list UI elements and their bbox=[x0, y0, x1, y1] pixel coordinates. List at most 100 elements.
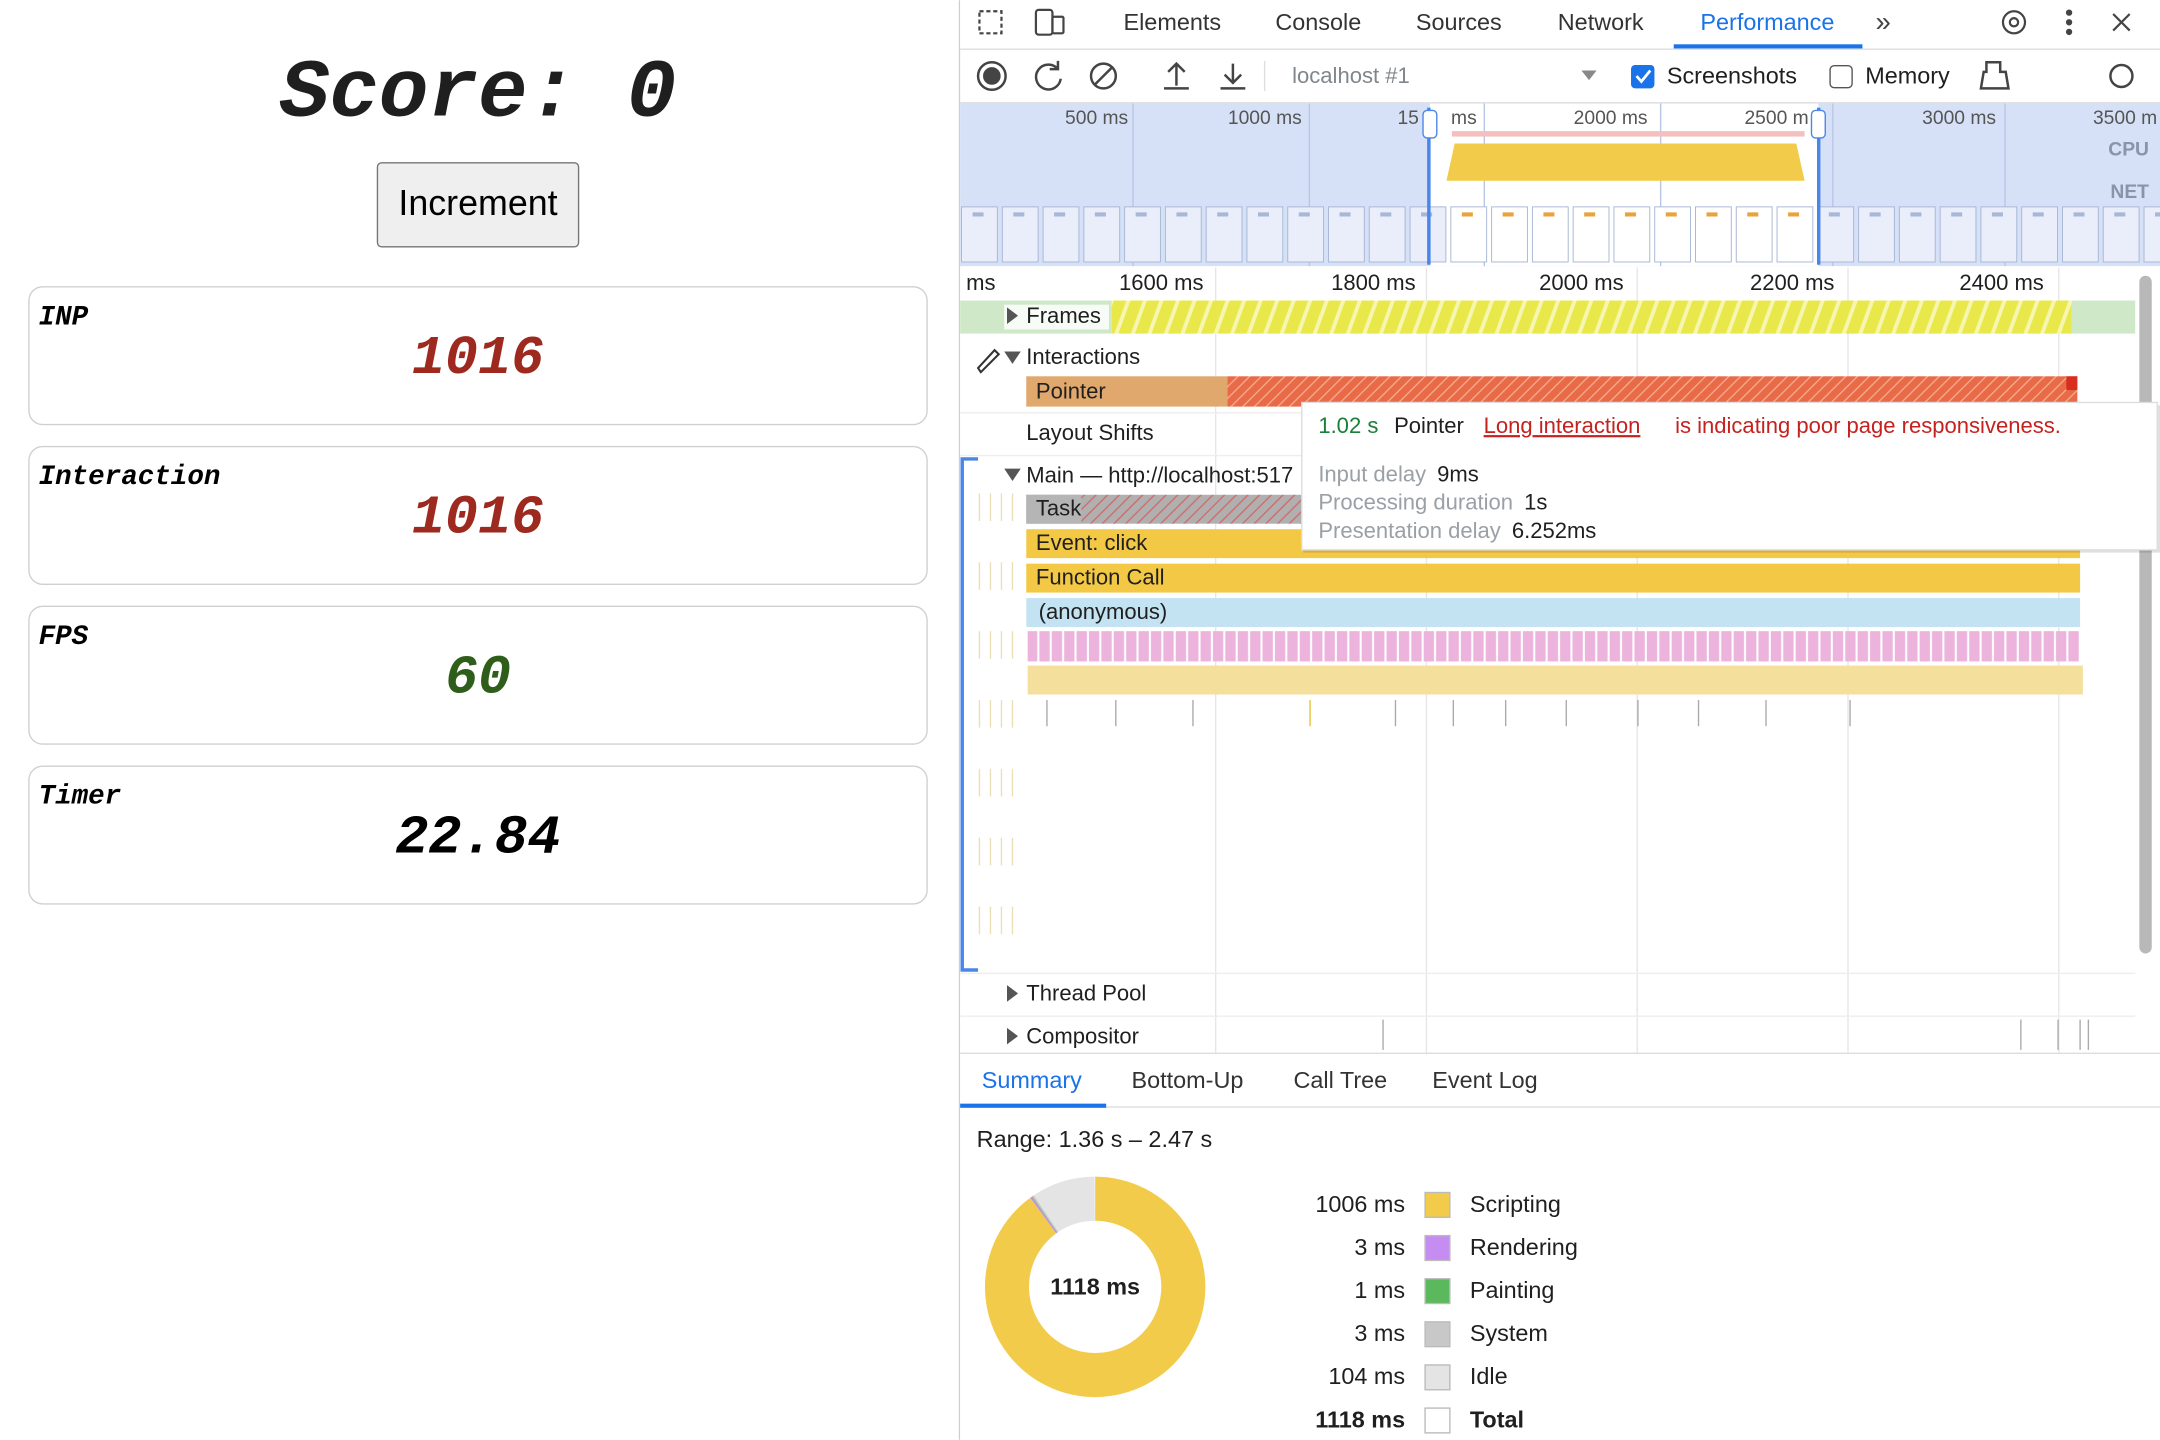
track-label: Interactions bbox=[1026, 344, 1140, 369]
checkmark[interactable] bbox=[1635, 69, 1652, 84]
tab[interactable]: Performance bbox=[1700, 9, 1834, 35]
ruler-tick: 2000 ms bbox=[1539, 270, 1624, 295]
screenshot-mark bbox=[1665, 212, 1677, 217]
expand-arrow[interactable] bbox=[1006, 307, 1019, 324]
flame-label: Function Call bbox=[1036, 565, 1165, 590]
collapse-arrow[interactable] bbox=[1004, 351, 1021, 364]
screenshot-mark bbox=[1094, 212, 1106, 217]
screenshot-mark bbox=[1421, 212, 1433, 217]
tooltip-row-label: Input delay bbox=[1318, 461, 1426, 486]
inspect-icon[interactable] bbox=[978, 10, 1003, 35]
screenshot-mark bbox=[1135, 212, 1147, 217]
gc-button[interactable] bbox=[1979, 60, 2010, 90]
task-bar-head[interactable] bbox=[1026, 494, 1082, 524]
clear-slash[interactable] bbox=[1094, 66, 1113, 86]
pointer-bar[interactable] bbox=[1026, 376, 1228, 407]
overview-tick: ms bbox=[1451, 108, 1477, 129]
score: Score: 0 bbox=[280, 47, 677, 141]
tooltip-row-value: 1s bbox=[1524, 490, 1547, 515]
tab[interactable]: Elements bbox=[1124, 9, 1222, 35]
screenshot-mark bbox=[2032, 212, 2044, 217]
tooltip-row-label: Presentation delay bbox=[1318, 518, 1501, 543]
button-box[interactable] bbox=[376, 162, 580, 248]
bottom-tab[interactable]: Bottom-Up bbox=[1132, 1067, 1244, 1093]
label-bg bbox=[1004, 304, 1109, 330]
menu-dot[interactable] bbox=[2065, 28, 2073, 36]
memory-checkbox[interactable] bbox=[1829, 64, 1853, 89]
screenshots-strip bbox=[961, 206, 2160, 263]
summary-label: System bbox=[1470, 1320, 1548, 1346]
bottom-tab[interactable]: Event Log bbox=[1432, 1067, 1537, 1093]
download-button[interactable] bbox=[1220, 63, 1246, 90]
ruler-tick: 2400 ms bbox=[1959, 270, 2043, 295]
target-select[interactable]: localhost #1 bbox=[1292, 63, 1410, 88]
handle-grip[interactable] bbox=[1810, 109, 1826, 139]
handle-grip[interactable] bbox=[1422, 109, 1438, 139]
tooltip-box bbox=[1301, 401, 2158, 551]
tab[interactable]: Console bbox=[1275, 9, 1361, 35]
selection-bracket bbox=[960, 457, 979, 972]
tooltip-link[interactable]: Long interaction bbox=[1484, 413, 1641, 438]
screenshot-mark bbox=[2155, 212, 2160, 217]
flame-label: Event: click bbox=[1036, 530, 1148, 555]
card-label: Timer bbox=[39, 782, 122, 813]
tooltip-row-label: Processing duration bbox=[1318, 490, 1513, 515]
memory-label[interactable]: Memory bbox=[1865, 63, 1950, 89]
clear-button[interactable] bbox=[1089, 62, 1118, 90]
anonymous-bar[interactable] bbox=[1026, 598, 2081, 628]
tab[interactable]: Network bbox=[1558, 9, 1644, 35]
toolbar-icons[interactable]: » bbox=[978, 6, 2131, 37]
summary-legend: 1006 ms Scripting 3 ms Rendering 1 ms Paintin… bbox=[1315, 1191, 1578, 1434]
screenshot-mark bbox=[972, 212, 984, 217]
card-label: INP bbox=[39, 302, 89, 333]
screenshots-label[interactable]: Screenshots bbox=[1667, 63, 1797, 89]
screenshot-mark bbox=[1298, 212, 1310, 217]
overview-tick: 3000 ms bbox=[1922, 108, 1996, 129]
record-dot[interactable] bbox=[983, 67, 1001, 85]
summary-swatch bbox=[1424, 1407, 1451, 1434]
selection-handle[interactable] bbox=[1427, 107, 1431, 265]
bottom-tab[interactable]: Summary bbox=[982, 1067, 1082, 1093]
device-icon-small[interactable] bbox=[1051, 15, 1065, 35]
screenshot-mark bbox=[2073, 212, 2085, 217]
capture-settings[interactable] bbox=[2109, 63, 2134, 89]
card bbox=[28, 605, 928, 745]
increment-button[interactable]: Increment bbox=[376, 162, 580, 248]
pointer-label: Pointer bbox=[1036, 379, 1106, 404]
edit-icon[interactable] bbox=[976, 348, 1001, 374]
scrollbar[interactable] bbox=[2139, 275, 2152, 954]
expand-arrow[interactable] bbox=[1006, 1027, 1019, 1045]
summary-value: 1006 ms bbox=[1315, 1191, 1405, 1217]
perf-buttons[interactable] bbox=[976, 60, 2134, 92]
button-label[interactable]: Increment bbox=[398, 183, 557, 223]
donut-slice bbox=[1032, 1195, 1059, 1233]
menu-dot[interactable] bbox=[2065, 19, 2073, 26]
close-icon[interactable] bbox=[2112, 13, 2131, 32]
menu-dot[interactable] bbox=[2065, 9, 2073, 16]
tooltip: 1.02 s Pointer Long interaction is indic… bbox=[1301, 401, 2160, 553]
bottom-tab[interactable]: Call Tree bbox=[1294, 1067, 1388, 1093]
record-button[interactable] bbox=[976, 60, 1007, 92]
settings-icon-inner[interactable] bbox=[2008, 17, 2020, 28]
pointer-long[interactable] bbox=[1227, 376, 2078, 407]
summary-value: 3 ms bbox=[1354, 1234, 1405, 1260]
upload-button[interactable] bbox=[1164, 61, 1189, 90]
more-tabs[interactable]: » bbox=[1875, 6, 1890, 37]
screenshot-thumb bbox=[1858, 206, 1895, 263]
settings-icon[interactable] bbox=[2001, 10, 2027, 35]
screenshots-checkbox[interactable] bbox=[1631, 64, 1655, 89]
tab[interactable]: Sources bbox=[1416, 9, 1502, 35]
ruler-tick: 1600 ms bbox=[1119, 270, 1204, 295]
tooltip-name: Pointer bbox=[1394, 413, 1464, 438]
overview-tick: 1000 ms bbox=[1228, 108, 1302, 129]
summary-swatch bbox=[1424, 1321, 1451, 1348]
reload-button[interactable] bbox=[1034, 60, 1062, 91]
ruler-tick: ms bbox=[966, 270, 995, 295]
expand-arrow[interactable] bbox=[1006, 985, 1019, 1002]
collapse-arrow[interactable] bbox=[1004, 468, 1021, 481]
selection-handle[interactable] bbox=[1816, 107, 1821, 265]
dropdown-arrow[interactable] bbox=[1581, 70, 1597, 81]
function-bar[interactable] bbox=[1026, 563, 2081, 593]
donut bbox=[984, 1176, 1206, 1398]
track-label: Compositor bbox=[1026, 1023, 1139, 1048]
